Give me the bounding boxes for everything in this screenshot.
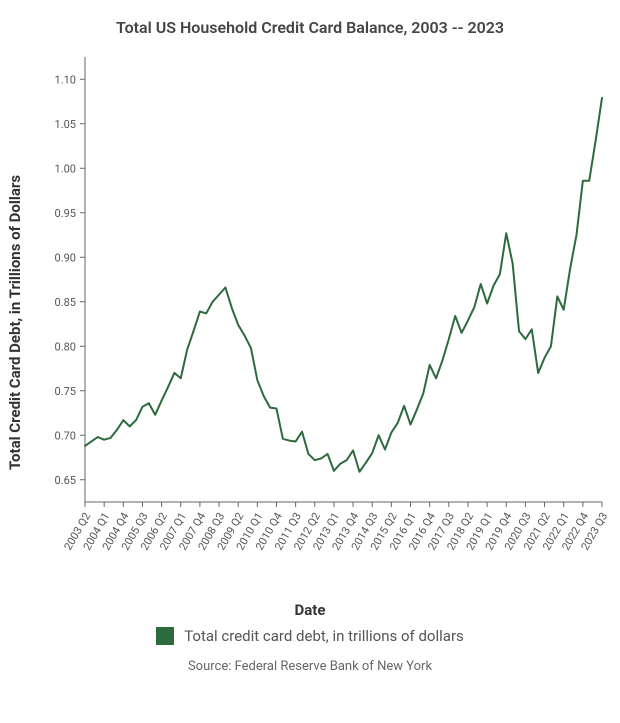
chart-svg: 0.65 0.70 0.75 0.80 0.85 0.90 0.95 1.00 1.05 1.10… — [0, 37, 620, 597]
svg-text:0.65: 0.65 — [55, 474, 76, 487]
svg-text:0.85: 0.85 — [55, 296, 76, 309]
y-axis-label: Total Credit Card Debt, in Trillions of … — [6, 175, 24, 470]
svg-text:0.80: 0.80 — [55, 340, 76, 353]
chart-title: Total US Household Credit Card Balance, … — [0, 0, 620, 37]
svg-text:0.90: 0.90 — [55, 251, 76, 264]
chart-container: Total US Household Credit Card Balance, … — [0, 0, 620, 723]
legend-swatch — [156, 627, 174, 645]
svg-text:0.70: 0.70 — [55, 429, 76, 442]
svg-text:1.00: 1.00 — [55, 162, 76, 175]
svg-text:1.05: 1.05 — [55, 118, 76, 131]
legend: Total credit card debt, in trillions of … — [0, 627, 620, 645]
legend-label: Total credit card debt, in trillions of … — [184, 627, 464, 645]
source-text: Source: Federal Reserve Bank of New York — [0, 659, 620, 674]
svg-text:0.75: 0.75 — [55, 385, 76, 398]
svg-text:1.10: 1.10 — [55, 73, 76, 86]
svg-text:0.95: 0.95 — [55, 207, 76, 220]
x-axis-label: Date — [0, 601, 620, 619]
